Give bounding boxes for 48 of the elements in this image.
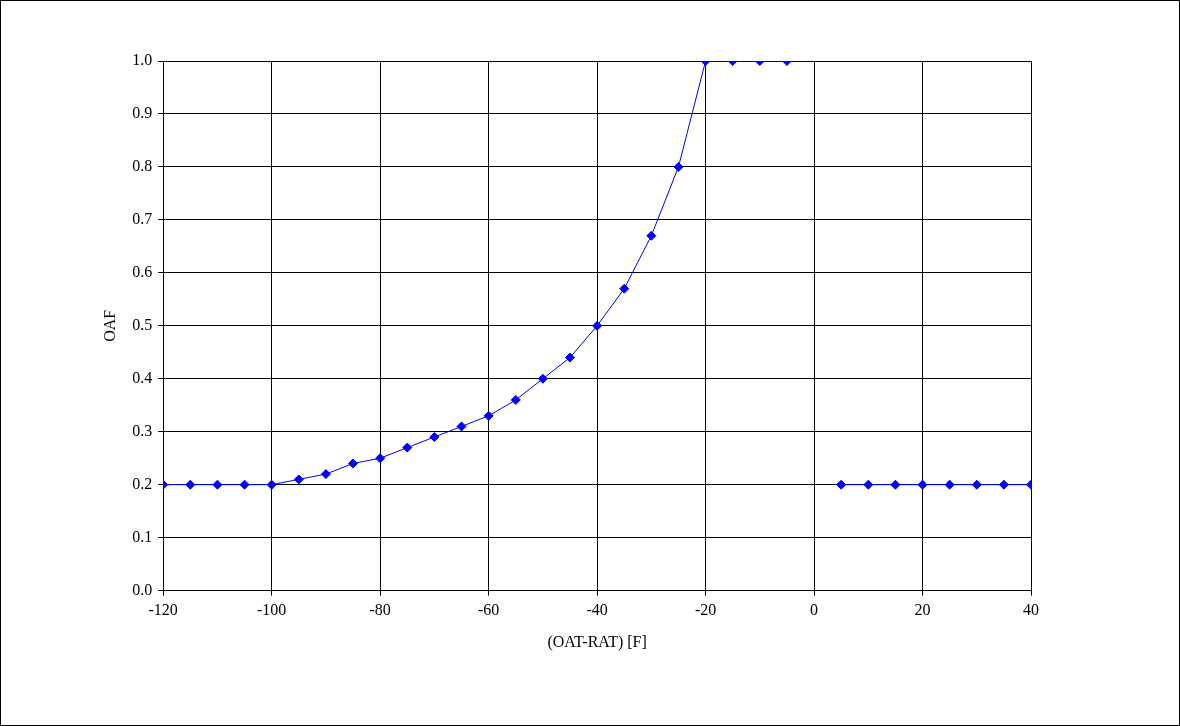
point — [619, 283, 630, 294]
point — [971, 479, 982, 490]
y-tick-label: 0.5 — [132, 316, 153, 333]
x-tick-label: 0 — [810, 601, 819, 619]
point — [944, 479, 955, 490]
point — [836, 479, 847, 490]
point — [917, 479, 928, 490]
x-tick-label: -120 — [148, 601, 178, 619]
point — [863, 479, 874, 490]
point — [402, 442, 413, 453]
y-tick-label: 0.8 — [132, 157, 153, 175]
point — [266, 479, 277, 490]
point — [212, 479, 223, 490]
y-tick-label: 0.6 — [132, 263, 153, 281]
y-tick-label: 0.9 — [132, 104, 153, 122]
y-axis-title: OAF — [100, 309, 118, 342]
point — [293, 474, 304, 485]
y-tick-label: 0.4 — [132, 368, 153, 386]
x-axis-title: (OAT-RAT) [F] — [547, 632, 647, 651]
point — [483, 410, 494, 421]
x-tick-label: -40 — [586, 601, 608, 619]
x-tick-label: -60 — [477, 601, 500, 619]
y-tick-label: 0.7 — [132, 210, 153, 228]
point — [998, 479, 1009, 490]
point — [456, 421, 467, 432]
point — [375, 453, 386, 464]
y-tick-label: 0.2 — [132, 474, 153, 492]
point — [320, 469, 331, 480]
y-tick-label: 0.0 — [132, 580, 153, 598]
point — [239, 479, 250, 490]
x-tick-label: 40 — [1023, 601, 1039, 619]
y-tick-label: 0.1 — [132, 527, 153, 545]
point — [537, 373, 548, 384]
point — [564, 352, 575, 363]
y-tick-label: 1.0 — [132, 51, 153, 69]
x-tick-label: -100 — [257, 601, 287, 619]
x-tick-label: 20 — [914, 601, 931, 619]
point — [429, 432, 440, 443]
point — [890, 479, 901, 490]
x-tick-label: -20 — [694, 601, 717, 619]
point — [348, 458, 359, 469]
y-tick-label: 0.3 — [132, 421, 153, 439]
x-tick-label: -80 — [369, 601, 391, 619]
point — [673, 161, 684, 172]
point — [185, 479, 196, 490]
point — [592, 320, 603, 331]
point — [646, 230, 657, 241]
point — [510, 394, 521, 405]
